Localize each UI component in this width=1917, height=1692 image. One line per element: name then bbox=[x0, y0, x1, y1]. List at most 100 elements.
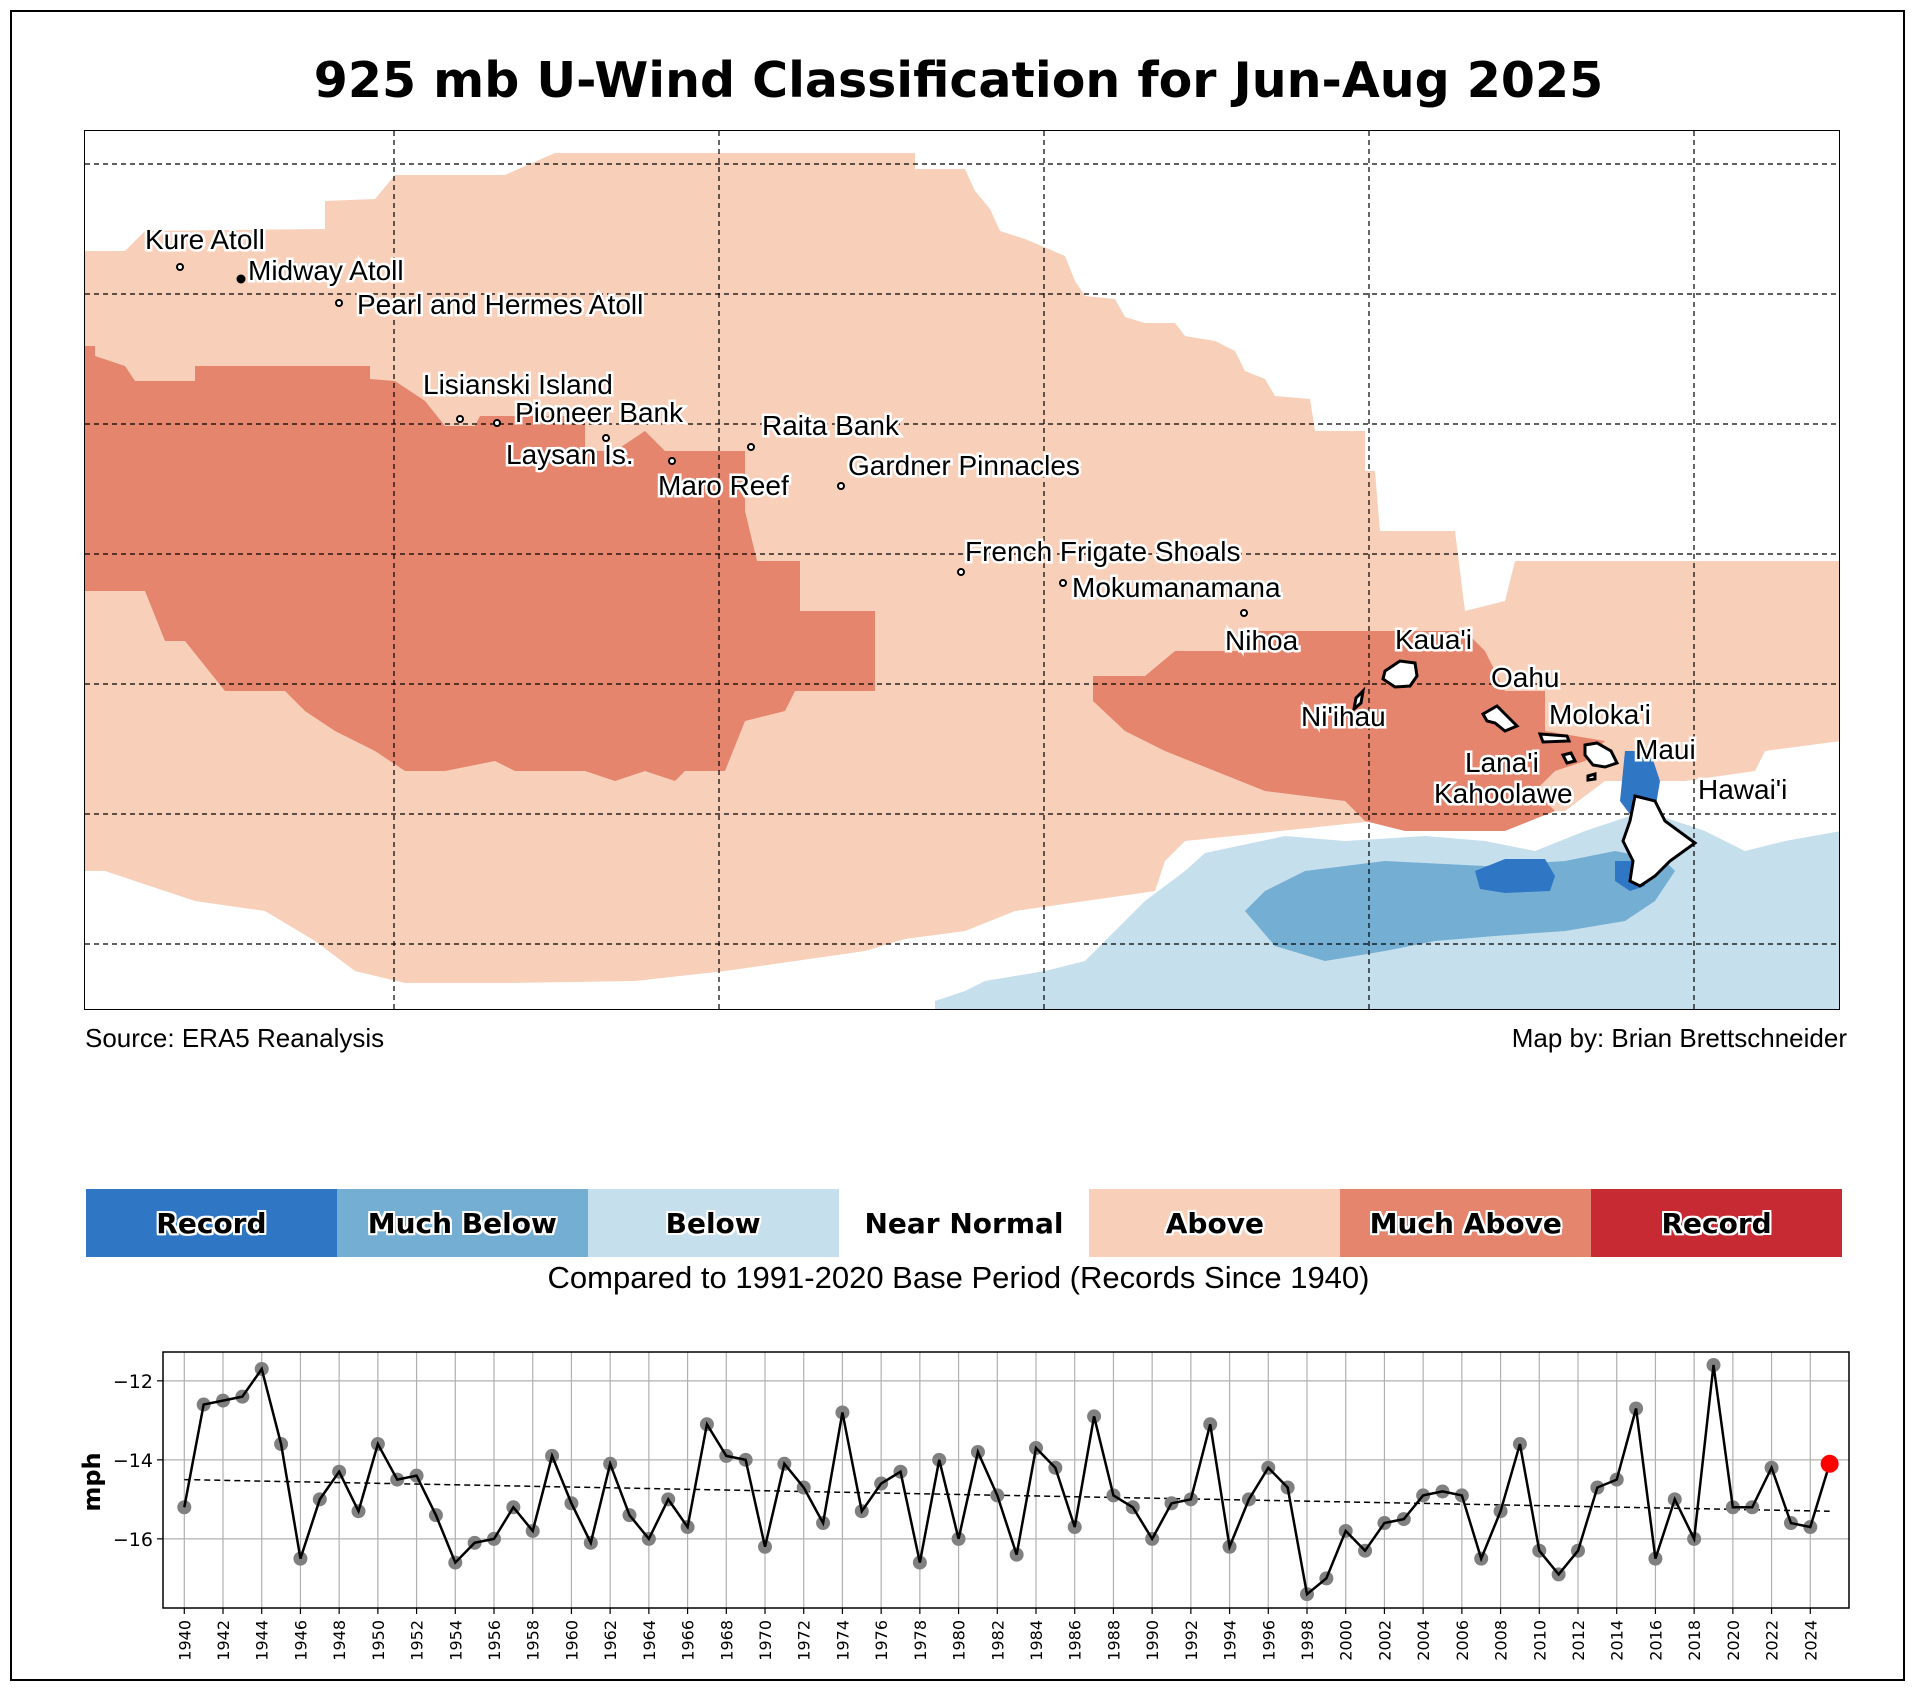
label-kure-atoll: Kure Atoll bbox=[145, 224, 265, 255]
x-tick-label: 1964 bbox=[640, 1620, 659, 1661]
x-tick-label: 1960 bbox=[562, 1620, 581, 1661]
region-much-above-west bbox=[85, 346, 875, 781]
x-tick-label: 1948 bbox=[330, 1620, 349, 1661]
legend-below: Below bbox=[587, 1189, 839, 1257]
x-tick-label: 1988 bbox=[1104, 1620, 1123, 1661]
y-tick-label: −16 bbox=[113, 1529, 153, 1551]
chart-axes: 1940 1942 1944 1946 1948 1950 1952 1954 1956 1958… bbox=[113, 1351, 1850, 1661]
legend-near-normal: Near Normal bbox=[838, 1189, 1090, 1257]
label-oahu: Oahu bbox=[1491, 662, 1560, 693]
trend-line-group bbox=[184, 1478, 1830, 1512]
y-tick-label: −14 bbox=[113, 1450, 153, 1472]
series-group bbox=[177, 1358, 1839, 1602]
x-tick-label: 2024 bbox=[1801, 1620, 1820, 1661]
marker-mokumanamana bbox=[1059, 579, 1067, 587]
legend-label: Much Below bbox=[367, 1206, 557, 1240]
label-french-frigate: French Frigate Shoals bbox=[965, 536, 1240, 567]
marker-maro-reef bbox=[668, 457, 676, 465]
marker-pioneer-bank bbox=[493, 419, 501, 427]
x-tick-label: 1972 bbox=[795, 1620, 814, 1661]
island-oahu bbox=[1480, 704, 1520, 733]
label-nihoa: Nihoa bbox=[1225, 625, 1299, 656]
x-tick-label: 1986 bbox=[1066, 1620, 1085, 1661]
x-tick-label: 1962 bbox=[601, 1620, 620, 1661]
marker-laysan bbox=[602, 434, 610, 442]
series-line bbox=[183, 1364, 1831, 1597]
x-tick-label: 1974 bbox=[833, 1620, 852, 1661]
region-record-low-1 bbox=[1475, 859, 1555, 893]
x-tick-label: 1994 bbox=[1221, 1620, 1240, 1661]
legend-label: Below bbox=[665, 1206, 761, 1240]
island-niihau bbox=[1351, 686, 1366, 713]
x-tick-label: 1944 bbox=[253, 1620, 272, 1661]
label-kauai: Kaua'i bbox=[1395, 624, 1472, 655]
x-tick-label: 1970 bbox=[756, 1620, 775, 1661]
x-tick-label: 1966 bbox=[679, 1620, 698, 1661]
legend-label: Record bbox=[156, 1206, 267, 1240]
x-tick-label: 1990 bbox=[1143, 1620, 1162, 1661]
label-niihau: Ni'ihau bbox=[1301, 701, 1386, 732]
x-tick-label: 1956 bbox=[485, 1620, 504, 1661]
label-gardner: Gardner Pinnacles bbox=[848, 450, 1080, 481]
region-much-above-east bbox=[1093, 631, 1605, 831]
legend-label: Above bbox=[1165, 1206, 1264, 1240]
x-tick-label: 1998 bbox=[1298, 1620, 1317, 1661]
legend-label: Much Above bbox=[1369, 1206, 1562, 1240]
graticule bbox=[85, 131, 1839, 1009]
source-note: Source: ERA5 Reanalysis bbox=[85, 1023, 385, 1053]
island-molokai bbox=[1537, 732, 1572, 744]
x-tick-label: 1946 bbox=[291, 1620, 310, 1661]
label-molokai: Moloka'i bbox=[1549, 699, 1651, 730]
x-tick-label: 2012 bbox=[1569, 1620, 1588, 1661]
figure-title: 925 mb U-Wind Classification for Jun-Aug… bbox=[313, 52, 1604, 109]
x-tick-label: 1940 bbox=[175, 1620, 194, 1661]
label-lanai: Lana'i bbox=[1465, 747, 1539, 778]
x-tick-label: 1954 bbox=[446, 1620, 465, 1661]
chart-grid bbox=[163, 1352, 1849, 1608]
legend-much-below: Much Below bbox=[336, 1189, 588, 1257]
legend-record-high: Record bbox=[1591, 1189, 1843, 1257]
highlight-point-2025 bbox=[1820, 1454, 1839, 1473]
plot-frame bbox=[162, 1351, 1850, 1609]
x-tick-label: 1978 bbox=[911, 1620, 930, 1661]
marker-midway-atoll bbox=[236, 274, 246, 284]
x-tick-label: 1958 bbox=[524, 1620, 543, 1661]
marker-pearl-hermes bbox=[335, 299, 343, 307]
map-canvas: Kure Atoll Midway Atoll Pearl and Hermes… bbox=[85, 131, 1839, 1009]
x-tick-label: 2002 bbox=[1375, 1620, 1394, 1661]
y-axis-label: mph bbox=[78, 1452, 106, 1511]
x-tick-label: 2008 bbox=[1492, 1620, 1511, 1661]
x-tick-label: 1980 bbox=[950, 1620, 969, 1661]
label-hawaii: Hawai'i bbox=[1698, 774, 1787, 805]
label-laysan: Laysan Is. bbox=[506, 439, 634, 470]
x-tick-label: 1952 bbox=[408, 1620, 427, 1661]
marker-kure-atoll bbox=[176, 263, 184, 271]
x-tick-label: 1968 bbox=[717, 1620, 736, 1661]
island-hawaii bbox=[1621, 794, 1698, 888]
figure-frame bbox=[10, 10, 1905, 1681]
x-tick-label: 1942 bbox=[214, 1620, 233, 1661]
legend-caption: Compared to 1991-2020 Base Period (Recor… bbox=[547, 1260, 1370, 1295]
island-outlines bbox=[1351, 659, 1698, 888]
marker-french-frigate bbox=[957, 568, 965, 576]
place-markers bbox=[176, 263, 1248, 617]
y-tick-label: −12 bbox=[113, 1371, 153, 1393]
legend-much-above: Much Above bbox=[1340, 1189, 1592, 1257]
classification-legend: Record Much Below Below Near Normal Abov… bbox=[86, 1189, 1843, 1257]
legend-label: Near Normal bbox=[864, 1206, 1064, 1240]
trend-line bbox=[184, 1478, 1830, 1512]
marker-lisianski bbox=[456, 415, 464, 423]
x-tick-label: 2016 bbox=[1646, 1620, 1665, 1661]
island-kahoolawe bbox=[1586, 772, 1597, 782]
x-tick-label: 2000 bbox=[1337, 1620, 1356, 1661]
x-tick-label: 1976 bbox=[872, 1620, 891, 1661]
legend-label: Record bbox=[1661, 1206, 1772, 1240]
label-maui: Maui bbox=[1635, 734, 1696, 765]
x-tick-label: 2010 bbox=[1530, 1620, 1549, 1661]
map-credit: Map by: Brian Brettschneider bbox=[1511, 1023, 1847, 1053]
label-raita-bank: Raita Bank bbox=[762, 410, 900, 441]
marker-nihoa bbox=[1240, 609, 1248, 617]
place-labels: Kure Atoll Midway Atoll Pearl and Hermes… bbox=[143, 222, 1790, 812]
label-lisianski: Lisianski Island bbox=[423, 369, 613, 400]
